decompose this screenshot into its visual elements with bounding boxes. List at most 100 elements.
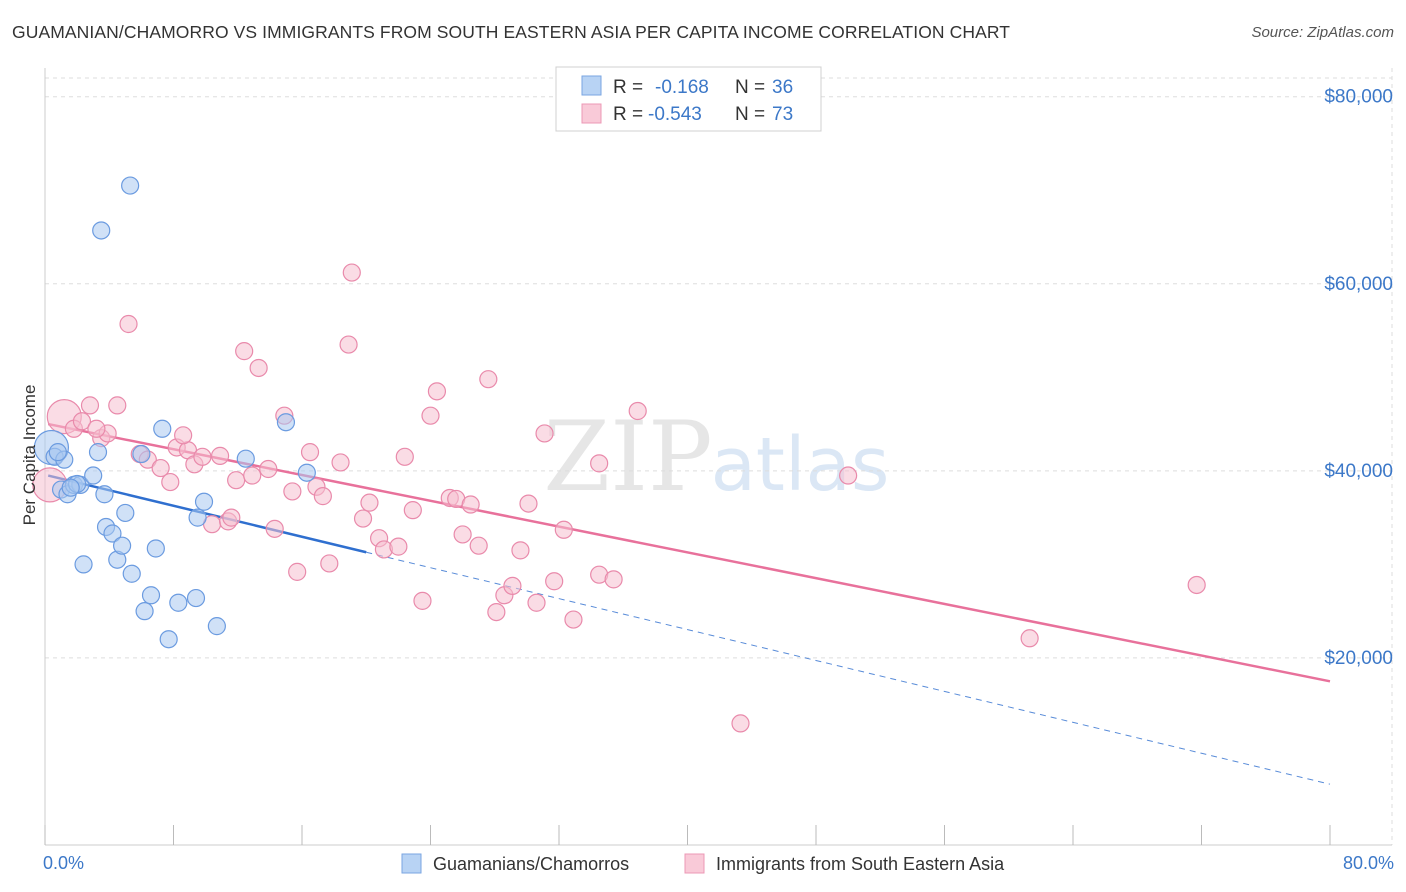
- point-immigrants: [331, 453, 350, 472]
- point-immigrants: [535, 424, 554, 443]
- point-immigrants: [161, 472, 180, 492]
- point-immigrants: [511, 541, 530, 560]
- point-guamanians: [112, 536, 132, 555]
- point-immigrants: [453, 525, 472, 544]
- legend-r-value-2: -0.543: [648, 104, 702, 125]
- chart-title: GUAMANIAN/CHAMORRO VS IMMIGRANTS FROM SO…: [12, 22, 1011, 42]
- point-immigrants: [360, 493, 379, 512]
- y-tick-label: $60,000: [1324, 274, 1393, 295]
- point-immigrants: [288, 562, 307, 581]
- point-immigrants: [839, 466, 858, 485]
- series-immigrants-points: [32, 263, 1206, 733]
- point-immigrants: [222, 508, 241, 527]
- watermark-atlas: atlas: [711, 422, 890, 508]
- legend-swatch-pink: [581, 103, 602, 124]
- point-guamanians: [169, 593, 188, 612]
- point-guamanians: [103, 524, 122, 543]
- point-immigrants: [339, 335, 358, 354]
- point-immigrants: [235, 342, 254, 361]
- point-guamanians: [236, 449, 255, 468]
- point-immigrants: [283, 482, 302, 501]
- point-immigrants: [403, 501, 422, 520]
- point-guamanians: [84, 466, 103, 485]
- point-immigrants: [320, 554, 339, 573]
- point-immigrants: [421, 406, 440, 425]
- series-legend: Guamanians/Chamorros Immigrants from Sou…: [401, 853, 1005, 874]
- y-tick-label: $40,000: [1324, 461, 1393, 482]
- point-immigrants: [227, 471, 246, 490]
- point-guamanians: [159, 630, 178, 649]
- legend-r-label-2: R =: [613, 104, 643, 125]
- point-immigrants: [427, 382, 447, 401]
- point-guamanians: [95, 485, 114, 504]
- point-immigrants: [564, 610, 583, 629]
- point-immigrants: [87, 419, 106, 438]
- point-guamanians: [61, 478, 80, 497]
- point-immigrants: [519, 494, 538, 513]
- bottom-legend-swatch-pink: [684, 853, 705, 874]
- point-immigrants: [590, 454, 609, 473]
- point-immigrants: [389, 537, 408, 556]
- point-immigrants: [313, 487, 332, 506]
- point-immigrants: [554, 520, 573, 539]
- x-tick-label-min: 0.0%: [43, 853, 84, 873]
- point-guamanians: [121, 176, 140, 195]
- point-immigrants: [545, 572, 564, 591]
- bottom-legend-label-pink: Immigrants from South Eastern Asia: [716, 854, 1005, 874]
- point-immigrants: [353, 509, 373, 528]
- trend-line-guamanians-extrapolated: [366, 551, 1331, 785]
- series-guamanians-points: [33, 176, 316, 649]
- legend-n-value-2: 73: [772, 104, 793, 125]
- legend-r-label-1: R =: [613, 77, 643, 98]
- point-guamanians: [135, 602, 154, 621]
- point-immigrants: [193, 447, 212, 466]
- point-immigrants: [469, 536, 488, 555]
- point-immigrants: [628, 401, 647, 421]
- point-immigrants: [259, 459, 278, 479]
- y-axis-title: Per Capita Income: [20, 385, 39, 526]
- point-guamanians: [207, 617, 226, 636]
- point-immigrants: [503, 576, 522, 596]
- legend-r-value-1: -0.168: [655, 77, 709, 98]
- x-tick-label-max: 80.0%: [1343, 853, 1394, 873]
- point-immigrants: [151, 458, 170, 478]
- point-immigrants: [108, 396, 127, 415]
- point-immigrants: [1187, 575, 1206, 595]
- point-immigrants: [1020, 629, 1039, 648]
- bottom-legend-label-blue: Guamanians/Chamorros: [433, 854, 629, 874]
- y-tick-labels: $20,000 $40,000 $60,000 $80,000: [1324, 87, 1393, 669]
- point-immigrants: [72, 412, 92, 431]
- point-immigrants: [174, 426, 193, 445]
- point-immigrants: [413, 591, 432, 610]
- point-immigrants: [604, 570, 623, 589]
- point-guamanians: [122, 564, 141, 583]
- point-immigrants: [342, 263, 361, 282]
- legend-n-label-1: N =: [735, 77, 765, 98]
- bottom-legend-swatch-blue: [401, 853, 422, 874]
- point-guamanians: [146, 539, 165, 558]
- source-label: Source: ZipAtlas.com: [1251, 24, 1394, 41]
- stats-legend: R = -0.168 N = 36 R = -0.543 N = 73: [555, 66, 822, 132]
- point-immigrants: [249, 358, 268, 378]
- point-guamanians: [186, 588, 206, 608]
- point-immigrants: [487, 602, 506, 622]
- y-tick-label: $20,000: [1324, 648, 1393, 669]
- point-guamanians: [188, 508, 207, 527]
- point-immigrants: [265, 519, 284, 538]
- point-guamanians: [132, 444, 151, 464]
- point-immigrants: [527, 593, 546, 612]
- legend-n-value-1: 36: [772, 77, 793, 98]
- point-guamanians: [74, 555, 93, 574]
- point-immigrants: [243, 466, 262, 485]
- point-guamanians: [276, 413, 296, 432]
- point-guamanians: [141, 586, 161, 605]
- y-tick-label: $80,000: [1324, 87, 1393, 108]
- svg-text:R = -0.543 N =: R = -0.543 N = 73: [613, 104, 793, 125]
- point-guamanians: [153, 419, 172, 438]
- point-immigrants: [461, 495, 480, 514]
- point-guamanians: [48, 443, 67, 462]
- point-guamanians: [116, 503, 135, 523]
- point-immigrants: [479, 370, 498, 389]
- point-immigrants: [731, 714, 750, 733]
